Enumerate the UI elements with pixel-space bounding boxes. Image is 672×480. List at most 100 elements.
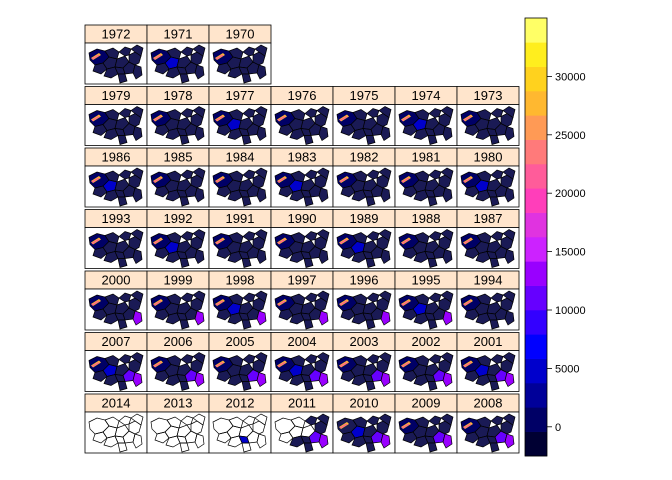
region-polygon [118, 46, 132, 57]
region-polygon [117, 196, 128, 207]
panel-year-label: 1995 [412, 273, 441, 288]
region-polygon [130, 413, 144, 426]
region-polygon [303, 196, 314, 207]
panel-map [146, 227, 210, 269]
panel: 1986 [84, 147, 148, 208]
region-polygon [92, 431, 108, 444]
region-polygon [290, 293, 306, 306]
region-polygon [352, 416, 368, 429]
region-polygon [476, 170, 492, 183]
region-polygon [402, 247, 418, 259]
region-polygon [464, 431, 480, 444]
colorkey-band [525, 261, 547, 286]
region-polygon [254, 106, 268, 119]
region-polygon [132, 310, 143, 326]
region-polygon [440, 167, 454, 180]
panel: 1976 [270, 86, 334, 146]
region-polygon [278, 185, 294, 198]
region-polygon [132, 372, 143, 388]
region-highlight [277, 239, 286, 244]
region-polygon [241, 442, 252, 453]
region-polygon [464, 185, 480, 198]
region-polygon [476, 416, 492, 429]
panel-map [456, 227, 520, 269]
panel-year-label: 2010 [350, 396, 379, 411]
panel-map [270, 104, 334, 146]
region-polygon [216, 370, 232, 382]
panel-year-label: 2009 [412, 396, 441, 411]
panel-year-label: 2002 [412, 334, 441, 349]
panel: 2006 [146, 332, 210, 392]
panel-map [332, 350, 396, 392]
region-polygon [228, 170, 244, 183]
region-polygon [242, 415, 256, 426]
color-key: 0 5000 10000 15000 20000 25000 30000 [524, 17, 586, 457]
region-polygon [340, 308, 356, 321]
region-polygon [103, 128, 119, 140]
region-polygon [132, 187, 143, 203]
region-polygon [130, 44, 144, 57]
region-polygon [427, 381, 438, 391]
region-polygon [154, 370, 170, 382]
colorkey-tick-label: 0 [555, 422, 561, 434]
region-highlight [339, 362, 348, 367]
panel-year-label: 2008 [474, 396, 503, 411]
region-polygon [378, 290, 392, 303]
panel-year-label: 1973 [474, 88, 503, 103]
panel: 1990 [270, 209, 334, 269]
region-polygon [351, 189, 367, 202]
panel-map [270, 411, 334, 454]
region-polygon [256, 433, 267, 449]
panel-year-label: 1993 [102, 211, 131, 226]
region-highlight [91, 177, 100, 183]
panel-year-label: 1979 [102, 88, 131, 103]
region-polygon [278, 431, 294, 444]
region-polygon [365, 135, 376, 145]
panel-year-label: 1984 [226, 150, 255, 165]
panel: 1988 [394, 209, 458, 269]
region-polygon [504, 310, 515, 326]
region-polygon [366, 169, 380, 180]
region-polygon [216, 431, 232, 444]
region-polygon [340, 370, 356, 382]
region-polygon [118, 292, 132, 303]
region-highlight [463, 362, 472, 367]
region-polygon [165, 251, 181, 263]
region-polygon [351, 374, 367, 386]
region-highlight [463, 300, 472, 306]
colorkey-band [525, 91, 547, 116]
region-polygon [130, 106, 144, 119]
region-polygon [278, 308, 294, 321]
region-polygon [180, 108, 194, 118]
panel-map [208, 288, 272, 331]
panel: 1991 [208, 209, 272, 269]
panel-map [394, 288, 458, 331]
panel-map [208, 350, 272, 392]
region-polygon [504, 126, 515, 142]
region-polygon [366, 231, 380, 241]
panel: 1970 [208, 24, 272, 85]
region-polygon [366, 415, 380, 426]
panel-year-label: 1972 [102, 27, 131, 42]
colorkey-band [525, 383, 547, 408]
region-polygon [165, 128, 181, 140]
region-polygon [475, 128, 491, 140]
region-polygon [118, 108, 132, 118]
panel-year-label: 2001 [474, 334, 503, 349]
panel-year-label: 2004 [288, 334, 317, 349]
region-highlight [91, 116, 100, 121]
region-polygon [179, 381, 190, 391]
colorkey-band [525, 18, 547, 43]
region-polygon [227, 189, 243, 202]
region-polygon [227, 374, 243, 386]
region-polygon [192, 106, 206, 119]
region-polygon [464, 124, 480, 136]
panel-map [270, 350, 334, 392]
region-polygon [475, 251, 491, 263]
panel-map [208, 227, 272, 269]
panel-year-label: 1974 [412, 88, 441, 103]
region-polygon [414, 170, 430, 183]
panel-map [146, 104, 210, 146]
colorkey-band [525, 42, 547, 67]
region-polygon [228, 416, 244, 429]
